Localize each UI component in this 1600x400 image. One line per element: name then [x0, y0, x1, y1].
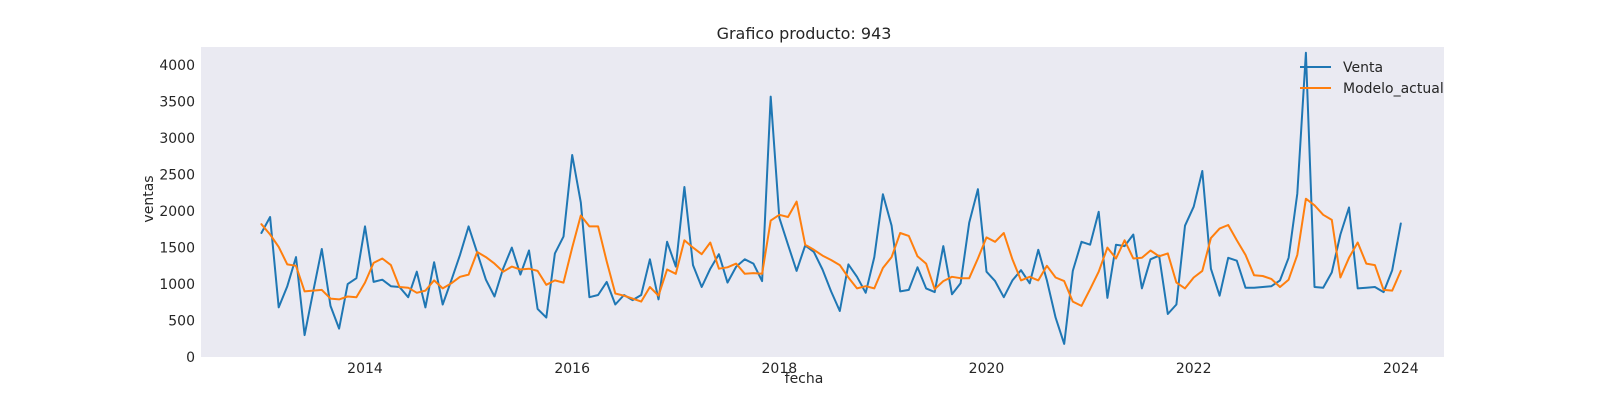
x-tick-label: 2016	[554, 361, 590, 377]
legend-label: Venta	[1343, 60, 1383, 76]
series-line-venta	[260, 51, 1402, 345]
y-axis-label: ventas	[141, 175, 157, 222]
legend: Venta Modelo_actual	[1300, 60, 1444, 97]
plot-lines	[260, 51, 1402, 345]
y-tick-label: 500	[168, 314, 195, 330]
x-axis-label: fecha	[785, 371, 824, 387]
series-line-modelo-actual	[260, 197, 1402, 307]
y-axis: 0 500 1000 1500 2000 2500 3000 3500 4000	[159, 58, 195, 366]
x-tick-label: 2020	[969, 361, 1005, 377]
y-tick-label: 4000	[159, 58, 195, 74]
x-tick-label: 2022	[1176, 361, 1212, 377]
y-tick-label: 0	[186, 350, 195, 366]
x-tick-label: 2024	[1383, 361, 1419, 377]
y-tick-label: 1500	[159, 241, 195, 257]
x-tick-label: 2014	[347, 361, 383, 377]
y-tick-label: 3000	[159, 131, 195, 147]
y-tick-label: 2000	[159, 204, 195, 220]
chart-title: Grafico producto: 943	[717, 24, 892, 43]
y-tick-label: 2500	[159, 168, 195, 184]
y-tick-label: 3500	[159, 95, 195, 111]
y-tick-label: 1000	[159, 277, 195, 293]
legend-label: Modelo_actual	[1343, 81, 1444, 97]
x-axis: 2014 2016 2018 2020 2022 2024	[347, 361, 1419, 377]
x-tick-label: 2018	[762, 361, 798, 377]
plot-area	[201, 47, 1444, 357]
